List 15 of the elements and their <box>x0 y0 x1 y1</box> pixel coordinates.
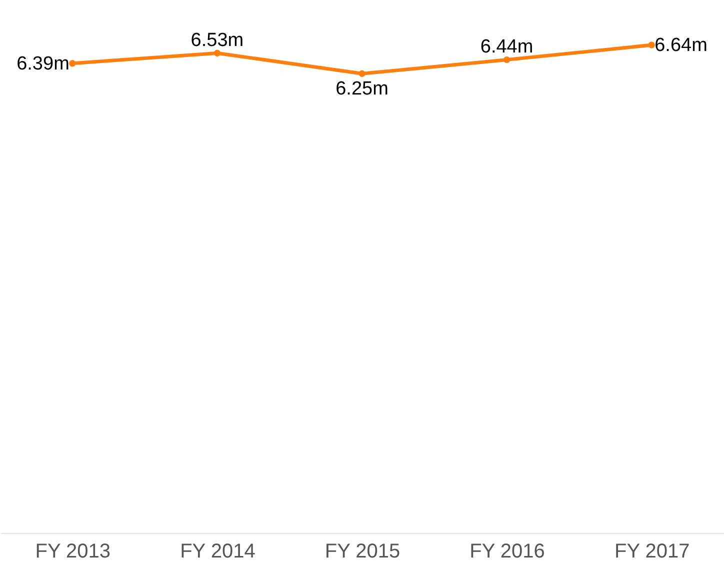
data-label: 6.25m <box>336 78 388 100</box>
x-tick-label: FY 2014 <box>180 540 256 562</box>
point <box>648 42 655 48</box>
point <box>503 56 510 64</box>
point <box>358 70 366 78</box>
x-tick-label: FY 2016 <box>470 540 545 562</box>
x-tick-label: FY 2015 <box>324 540 400 562</box>
point <box>214 50 221 56</box>
data-label: 6.39m <box>16 53 70 74</box>
point <box>69 60 76 67</box>
data-label: 6.53m <box>190 30 244 52</box>
data-label: 6.64m <box>654 35 708 56</box>
x-tick-label: FY 2013 <box>35 540 111 562</box>
x-tick-label: FY 2017 <box>614 540 690 562</box>
data-label: 6.44m <box>480 36 534 58</box>
